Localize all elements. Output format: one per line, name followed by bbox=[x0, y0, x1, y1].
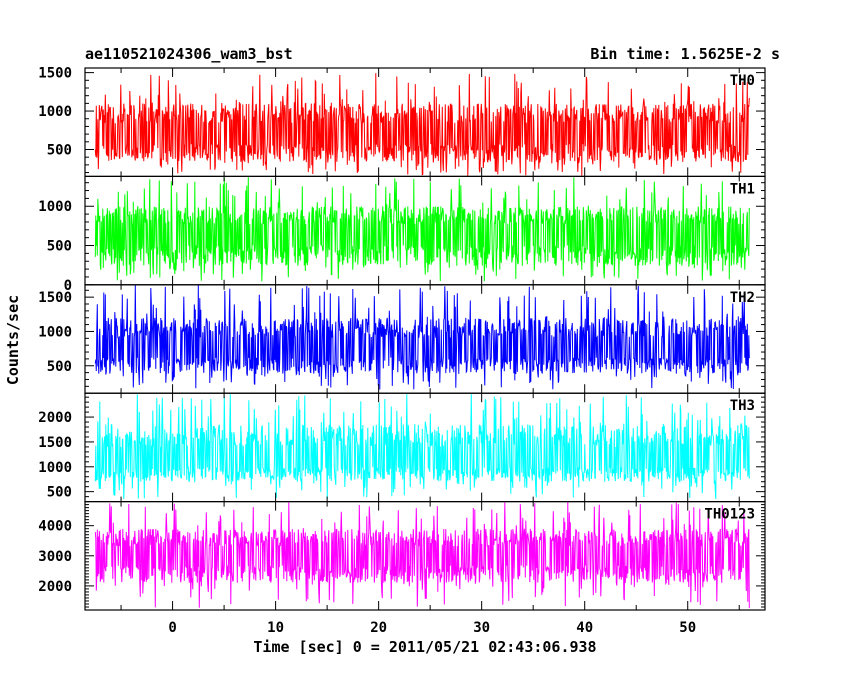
y-tick-label: 500 bbox=[47, 485, 72, 501]
panel-label-th1: TH1 bbox=[730, 181, 755, 197]
y-tick-label: 1500 bbox=[38, 290, 72, 306]
y-tick-label: 1000 bbox=[38, 460, 72, 476]
y-axis-label: Counts/sec bbox=[4, 294, 22, 386]
y-tick-label: 1000 bbox=[38, 104, 72, 120]
x-axis-label: Time [sec] 0 = 2011/05/21 02:43:06.938 bbox=[253, 638, 597, 656]
panel-label-th0: TH0 bbox=[730, 73, 755, 89]
series-th2 bbox=[94, 285, 750, 390]
panel-label-th3: TH3 bbox=[730, 398, 755, 414]
panel-th3: 500 1000 1500 2000 TH3 bbox=[38, 392, 766, 503]
y-tick-label: 500 bbox=[47, 239, 72, 255]
y-tick-label: 2000 bbox=[38, 410, 72, 426]
panel-label-th2: TH2 bbox=[730, 290, 755, 306]
chart-title: ae110521024306_wam3_bst bbox=[85, 45, 293, 63]
panel-th1: 0 500 1000 TH1 bbox=[38, 175, 766, 294]
series-th3 bbox=[94, 394, 750, 500]
x-tick-label: 40 bbox=[576, 620, 593, 636]
x-tick-label: 20 bbox=[370, 620, 387, 636]
bin-time-label: Bin time: 1.5625E-2 s bbox=[590, 45, 780, 63]
series-th0123 bbox=[94, 501, 750, 609]
y-tick-label: 2000 bbox=[38, 579, 72, 595]
y-tick-label: 4000 bbox=[38, 519, 72, 535]
x-tick-label: 30 bbox=[473, 620, 490, 636]
series-th0 bbox=[94, 73, 750, 176]
y-tick-label: 3000 bbox=[38, 549, 72, 565]
y-tick-label: 500 bbox=[47, 359, 72, 375]
y-tick-label: 0 bbox=[64, 278, 72, 294]
y-tick-label: 1000 bbox=[38, 199, 72, 215]
panel-th2: 500 1000 1500 TH2 bbox=[38, 284, 766, 394]
x-tick-label: 0 bbox=[168, 620, 176, 636]
y-tick-label: 1500 bbox=[38, 66, 72, 82]
y-tick-label: 1500 bbox=[38, 435, 72, 451]
panel-th0123: 2000 3000 4000 TH0123 bbox=[38, 501, 766, 611]
y-tick-label: 500 bbox=[47, 142, 72, 158]
y-tick-label: 1000 bbox=[38, 324, 72, 340]
x-tick-label: 50 bbox=[679, 620, 696, 636]
x-tick-label: 10 bbox=[267, 620, 284, 636]
panel-label-th0123: TH0123 bbox=[704, 507, 755, 523]
series-th1 bbox=[94, 176, 750, 282]
panel-th0: 500 1000 1500 TH0 bbox=[38, 66, 766, 178]
